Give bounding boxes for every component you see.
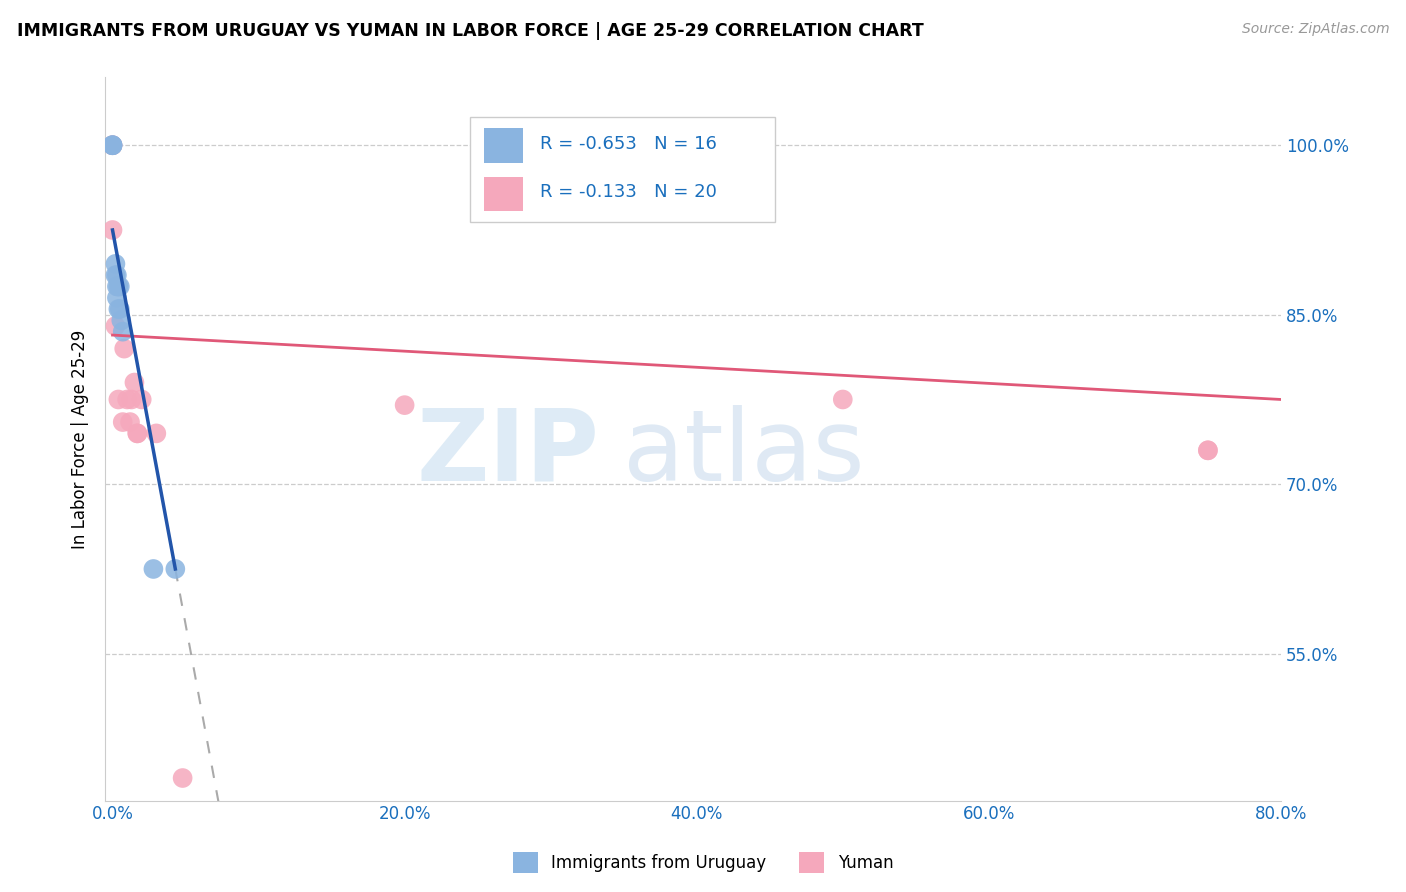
Point	[101, 138, 124, 153]
Point	[131, 392, 153, 407]
Text: Source: ZipAtlas.com: Source: ZipAtlas.com	[1241, 22, 1389, 37]
Point	[107, 279, 129, 293]
Point	[112, 342, 135, 356]
Y-axis label: In Labor Force | Age 25-29: In Labor Force | Age 25-29	[72, 329, 89, 549]
Point	[107, 302, 129, 317]
Point	[121, 392, 143, 407]
FancyBboxPatch shape	[484, 177, 523, 211]
Point	[110, 313, 132, 327]
Point	[104, 257, 127, 271]
Point	[105, 268, 128, 283]
Point	[101, 223, 124, 237]
Point	[127, 426, 149, 441]
Point	[172, 771, 194, 785]
Point	[831, 392, 853, 407]
Point	[394, 398, 416, 412]
Point	[104, 319, 127, 334]
Point	[107, 392, 129, 407]
Point	[104, 268, 127, 283]
Point	[145, 426, 167, 441]
Point	[101, 138, 124, 153]
Point	[1197, 443, 1219, 458]
Text: IMMIGRANTS FROM URUGUAY VS YUMAN IN LABOR FORCE | AGE 25-29 CORRELATION CHART: IMMIGRANTS FROM URUGUAY VS YUMAN IN LABO…	[17, 22, 924, 40]
Point	[124, 376, 146, 390]
Text: R = -0.653   N = 16: R = -0.653 N = 16	[540, 135, 717, 153]
Point	[118, 415, 141, 429]
Point	[165, 562, 187, 576]
Text: atlas: atlas	[623, 405, 865, 502]
FancyBboxPatch shape	[470, 117, 775, 222]
Point	[127, 426, 149, 441]
Point	[1197, 443, 1219, 458]
Point	[108, 302, 131, 317]
Point	[115, 392, 138, 407]
Point	[105, 279, 128, 293]
Point	[101, 138, 124, 153]
Point	[142, 562, 165, 576]
Point	[101, 138, 124, 153]
Point	[108, 279, 131, 293]
Legend: Immigrants from Uruguay, Yuman: Immigrants from Uruguay, Yuman	[506, 846, 900, 880]
Text: ZIP: ZIP	[416, 405, 599, 502]
Text: R = -0.133   N = 20: R = -0.133 N = 20	[540, 183, 717, 201]
Point	[111, 325, 134, 339]
FancyBboxPatch shape	[484, 128, 523, 162]
Point	[111, 415, 134, 429]
Point	[101, 138, 124, 153]
Point	[105, 291, 128, 305]
